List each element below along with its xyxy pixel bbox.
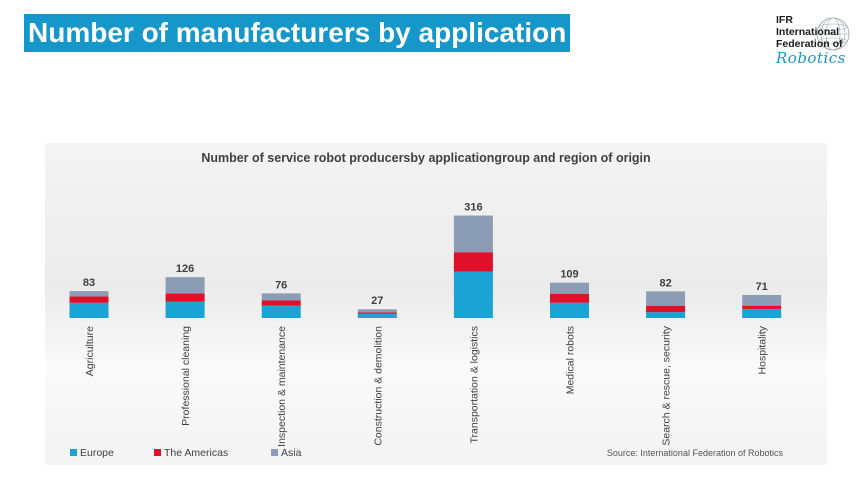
legend-swatch-2 bbox=[154, 449, 161, 456]
bar-the-americas-8 bbox=[742, 305, 782, 309]
bar-europe-5 bbox=[453, 271, 493, 318]
category-label-8: Hospitality bbox=[757, 325, 769, 374]
bar-the-americas-2 bbox=[165, 293, 205, 302]
bar-the-americas-6 bbox=[550, 293, 589, 303]
data-label-4: 27 bbox=[371, 295, 383, 307]
chart-title: Number of service robot producersby appl… bbox=[201, 151, 650, 165]
bar-the-americas-7 bbox=[646, 305, 686, 313]
legend-label-2: The Americas bbox=[164, 447, 228, 459]
category-label-1: Agriculture bbox=[84, 326, 96, 376]
bar-europe-4 bbox=[357, 313, 397, 318]
source-note: Source: International Federation of Robo… bbox=[607, 448, 784, 458]
data-label-7: 82 bbox=[659, 277, 671, 289]
data-label-1: 83 bbox=[83, 277, 95, 289]
ifr-logo: IFR International Federation of Robotics bbox=[776, 14, 860, 76]
category-label-5: Transportation & logistics bbox=[468, 326, 480, 444]
bar-europe-3 bbox=[261, 305, 301, 318]
bar-asia-1 bbox=[69, 291, 109, 297]
category-label-2: Professional cleaning bbox=[180, 326, 192, 426]
legend-label-1: Europe bbox=[80, 447, 114, 459]
data-label-2: 126 bbox=[176, 263, 194, 275]
bar-europe-6 bbox=[550, 302, 589, 318]
category-label-4: Construction & demolition bbox=[372, 326, 384, 446]
bar-the-americas-3 bbox=[261, 300, 301, 306]
bar-asia-2 bbox=[165, 277, 205, 294]
data-label-8: 71 bbox=[756, 281, 768, 293]
bar-asia-8 bbox=[742, 294, 782, 306]
bar-europe-2 bbox=[165, 301, 205, 318]
legend-label-3: Asia bbox=[281, 447, 302, 459]
category-label-3: Inspection & maintenance bbox=[276, 326, 288, 447]
bar-the-americas-4 bbox=[357, 312, 397, 314]
data-label-3: 76 bbox=[275, 279, 287, 291]
bar-the-americas-1 bbox=[69, 296, 109, 303]
logo-text-robotics: Robotics bbox=[776, 49, 846, 67]
globe-icon bbox=[816, 17, 850, 51]
bar-asia-3 bbox=[261, 293, 301, 301]
bar-asia-5 bbox=[453, 215, 493, 253]
bar-asia-4 bbox=[357, 309, 397, 313]
bar-the-americas-5 bbox=[453, 252, 493, 272]
legend-swatch-3 bbox=[271, 449, 278, 456]
bar-europe-7 bbox=[646, 312, 686, 318]
logo-text-federation: Federation of bbox=[776, 38, 843, 50]
bar-europe-8 bbox=[742, 308, 782, 318]
logo-text-ifr: IFR bbox=[776, 14, 793, 26]
legend-swatch-1 bbox=[70, 449, 77, 456]
category-label-7: Search & rescue, security bbox=[661, 325, 673, 445]
data-label-6: 109 bbox=[560, 269, 578, 281]
chart-panel: Number of service robot producersby appl… bbox=[45, 143, 827, 465]
bar-asia-6 bbox=[550, 282, 589, 294]
bar-asia-7 bbox=[646, 291, 686, 306]
logo-text-international: International bbox=[776, 26, 840, 38]
slide-title: Number of manufacturers by application bbox=[24, 14, 571, 52]
data-label-5: 316 bbox=[464, 202, 482, 214]
bar-europe-1 bbox=[69, 302, 109, 318]
stacked-bar-chart: Number of service robot producersby appl… bbox=[69, 151, 784, 459]
category-label-6: Medical robots bbox=[565, 326, 577, 394]
